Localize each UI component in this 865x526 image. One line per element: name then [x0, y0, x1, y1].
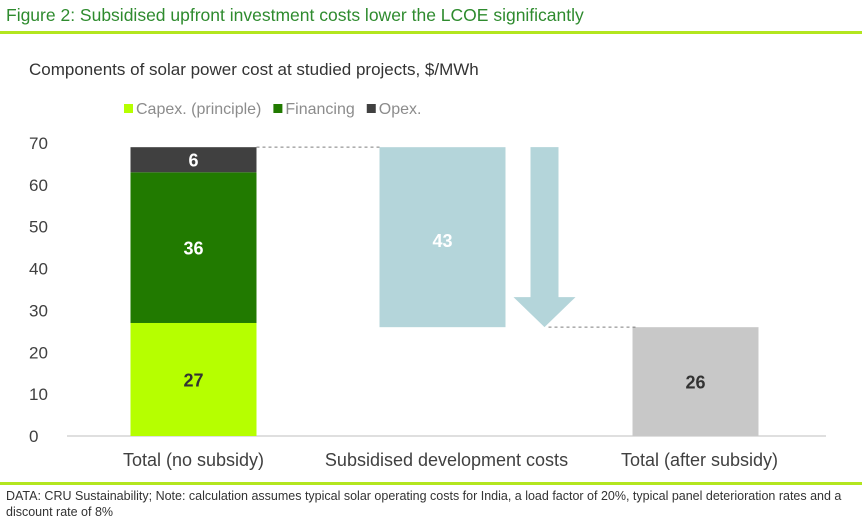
title-rule [0, 31, 862, 34]
bars [130, 146, 759, 436]
data-labels: 27 36 6 43 26 [183, 151, 705, 393]
x-axis: Total (no subsidy) Subsidised development… [67, 435, 826, 470]
y-axis: 0 10 20 30 40 50 60 70 [29, 134, 48, 446]
x-tick-label: Total (after subsidy) [621, 450, 778, 470]
bar-step-1 [632, 327, 759, 436]
legend-swatch [366, 104, 376, 113]
data-label-financing: 36 [183, 239, 203, 259]
bar-step-0 [379, 147, 506, 328]
chart-title: Components of solar power cost at studie… [29, 60, 479, 79]
x-tick-label: Subsidised development costs [325, 450, 568, 470]
legend-label: Capex. (principle) [136, 101, 261, 118]
bar-opex [130, 147, 257, 173]
source-note: DATA: CRU Sustainability; Note: calculat… [6, 489, 842, 519]
footer-rule [0, 482, 862, 485]
x-tick-label: Total (no subsidy) [123, 450, 264, 470]
legend-swatch [124, 104, 133, 113]
data-label-step-0: 43 [432, 231, 452, 251]
y-tick-label: 40 [29, 260, 48, 279]
data-label-step-1: 26 [685, 373, 705, 393]
data-label-opex: 6 [188, 151, 198, 171]
legend-label: Opex. [379, 101, 422, 118]
figure-title: Figure 2: Subsidised upfront investment … [6, 5, 584, 25]
down-arrow [513, 147, 576, 328]
y-tick-label: 50 [29, 218, 48, 237]
bar-capex [130, 322, 257, 436]
y-tick-label: 70 [29, 134, 48, 153]
bar-financing [130, 172, 257, 323]
y-tick-label: 60 [29, 176, 48, 195]
legend-label: Financing [285, 101, 354, 118]
y-tick-label: 20 [29, 343, 48, 362]
y-tick-label: 0 [29, 427, 38, 446]
y-tick-label: 10 [29, 385, 48, 404]
data-label-capex: 27 [183, 370, 203, 390]
y-tick-label: 30 [29, 301, 48, 320]
chart: Components of solar power cost at studie… [29, 60, 826, 470]
legend: Capex. (principle) Financing Opex. [124, 101, 421, 118]
legend-swatch [273, 104, 283, 113]
